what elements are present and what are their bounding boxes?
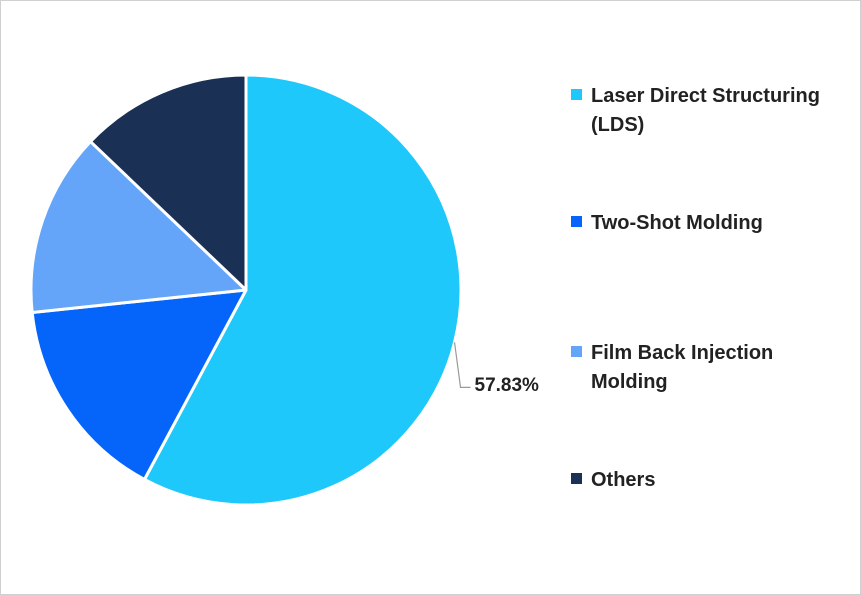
legend-item-lds: Laser Direct Structuring (LDS) bbox=[571, 82, 846, 140]
pie-chart bbox=[29, 73, 471, 507]
legend-label-film-back: Film Back Injection Molding bbox=[591, 342, 774, 393]
legend-item-film-back: Film Back Injection Molding bbox=[571, 339, 846, 397]
slice-data-label-lds: 57.83% bbox=[474, 375, 539, 397]
legend-item-two-shot: Two-Shot Molding bbox=[571, 209, 846, 238]
leader-line-lds bbox=[453, 342, 471, 388]
legend-item-others: Others bbox=[571, 466, 846, 495]
legend-swatch-film-back bbox=[571, 346, 582, 357]
legend-swatch-lds bbox=[571, 89, 582, 100]
pie-slice-others bbox=[88, 73, 248, 292]
pie-slice-two-shot bbox=[30, 288, 248, 482]
legend-swatch-two-shot bbox=[571, 216, 582, 227]
legend-label-two-shot: Two-Shot Molding bbox=[591, 212, 763, 234]
pie-slice-film-back bbox=[29, 140, 248, 315]
legend-swatch-others bbox=[571, 473, 582, 484]
legend-label-others: Others bbox=[591, 469, 656, 491]
legend-label-lds: Laser Direct Structuring (LDS) bbox=[591, 85, 820, 136]
legend: Laser Direct Structuring (LDS) Two-Shot … bbox=[571, 1, 856, 594]
pie-slice-lds bbox=[142, 73, 463, 507]
